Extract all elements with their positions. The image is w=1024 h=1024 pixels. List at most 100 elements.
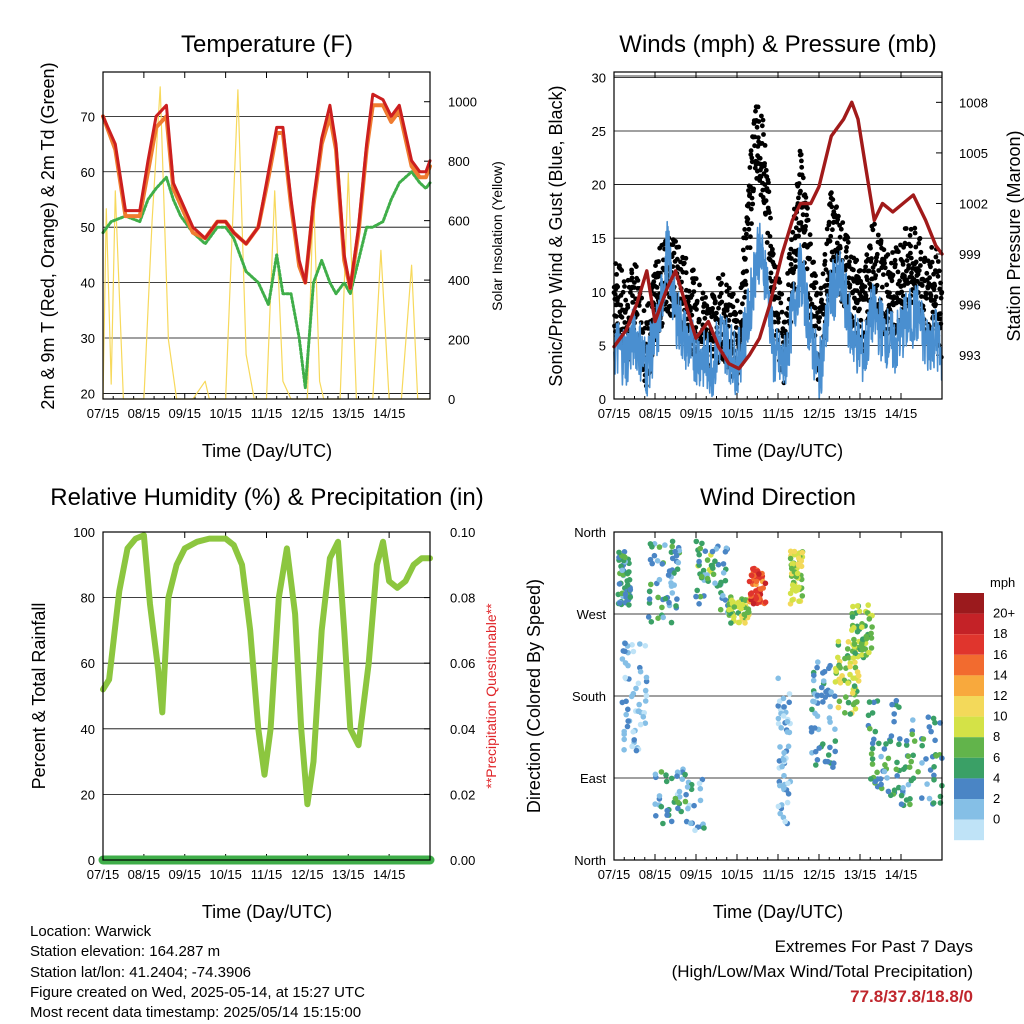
- direction-point: [844, 646, 851, 652]
- direction-point: [910, 717, 916, 723]
- direction-point: [891, 711, 897, 717]
- gust-point: [746, 188, 751, 193]
- direction-point: [849, 690, 856, 696]
- elevation-text: Station elevation: 164.287 m: [30, 943, 221, 961]
- gust-point: [893, 262, 898, 267]
- gust-point: [691, 280, 697, 286]
- legend-label: 8: [993, 729, 1000, 744]
- direction-point: [674, 566, 681, 572]
- direction-point: [633, 685, 639, 692]
- gust-point: [654, 285, 660, 290]
- direction-point: [682, 771, 688, 778]
- gust-point: [923, 291, 929, 297]
- gust-point: [899, 289, 905, 295]
- gust-point: [766, 210, 772, 216]
- direction-point: [887, 738, 894, 745]
- direction-point: [624, 570, 630, 576]
- station-info: Location: Warwick Station elevation: 164…: [30, 922, 365, 1023]
- gust-point: [912, 230, 918, 236]
- direction-point: [847, 711, 854, 717]
- gust-point: [805, 205, 810, 211]
- gust-point: [857, 306, 862, 312]
- gust-point: [889, 278, 895, 284]
- direction-point: [688, 781, 695, 788]
- gust-point: [896, 249, 901, 255]
- direction-point: [750, 600, 757, 607]
- direction-point: [628, 693, 635, 700]
- direction-point: [728, 620, 734, 626]
- direction-point: [930, 715, 937, 722]
- direction-point: [811, 698, 818, 705]
- direction-point: [905, 781, 912, 788]
- direction-point: [843, 665, 849, 671]
- gust-point: [748, 206, 754, 212]
- gust-point: [769, 278, 775, 284]
- gust-point: [854, 257, 860, 263]
- gust-point: [912, 225, 918, 231]
- direction-point: [637, 721, 644, 728]
- gust-point: [825, 277, 831, 283]
- gust-point: [913, 259, 919, 265]
- gust-point: [747, 191, 753, 197]
- gust-point: [811, 285, 817, 291]
- gust-point: [824, 288, 830, 294]
- direction-point: [784, 718, 791, 725]
- gust-point: [917, 236, 923, 241]
- direction-point: [925, 714, 932, 720]
- gust-point: [746, 201, 752, 207]
- x-tick-label: 14/15: [885, 867, 918, 882]
- direction-point: [845, 655, 852, 661]
- gust-point: [803, 224, 808, 229]
- direction-point: [893, 766, 900, 773]
- direction-point: [869, 710, 876, 716]
- direction-point: [854, 628, 861, 635]
- direction-point: [851, 636, 857, 643]
- direction-point: [665, 572, 672, 578]
- gust-point: [873, 273, 879, 278]
- gust-point: [796, 233, 801, 239]
- direction-point: [709, 548, 716, 555]
- gust-point: [740, 247, 746, 253]
- gust-point: [927, 275, 932, 281]
- direction-point: [908, 758, 914, 765]
- direction-point: [843, 694, 849, 700]
- direction-point: [825, 758, 831, 765]
- direction-point: [915, 769, 921, 775]
- direction-point: [827, 744, 833, 751]
- direction-point: [623, 594, 629, 600]
- gust-point: [689, 292, 695, 298]
- direction-point: [891, 787, 898, 793]
- y2-axis-label-1: Station Pressure (Maroon): [1004, 130, 1024, 341]
- gust-point: [916, 268, 922, 273]
- direction-point: [781, 749, 787, 756]
- direction-point: [919, 795, 925, 801]
- gust-point: [745, 216, 751, 222]
- direction-point: [867, 725, 873, 732]
- direction-point: [859, 652, 865, 658]
- direction-point: [775, 715, 782, 722]
- direction-point: [919, 742, 925, 749]
- x-tick-label: 14/15: [373, 867, 406, 882]
- x-tick-label: 10/15: [721, 406, 754, 421]
- direction-point: [656, 576, 663, 583]
- y2-tick-label: 996: [959, 298, 981, 313]
- y2-tick-label: 1000: [448, 95, 477, 110]
- gust-point: [812, 305, 818, 311]
- direction-point: [865, 712, 872, 719]
- direction-point: [696, 551, 702, 558]
- direction-point: [675, 559, 682, 566]
- gust-point: [788, 246, 794, 252]
- direction-point: [699, 540, 705, 547]
- direction-point: [852, 706, 859, 712]
- x-tick-label: 07/15: [87, 406, 120, 421]
- gust-point: [903, 226, 909, 231]
- gust-point: [807, 232, 813, 238]
- direction-point: [630, 729, 636, 735]
- legend-swatch: [954, 654, 984, 676]
- direction-point: [622, 640, 628, 647]
- direction-point: [669, 590, 676, 596]
- gust-point: [700, 290, 706, 296]
- gust-point: [869, 256, 874, 261]
- gust-point: [820, 271, 826, 277]
- direction-point: [808, 725, 815, 731]
